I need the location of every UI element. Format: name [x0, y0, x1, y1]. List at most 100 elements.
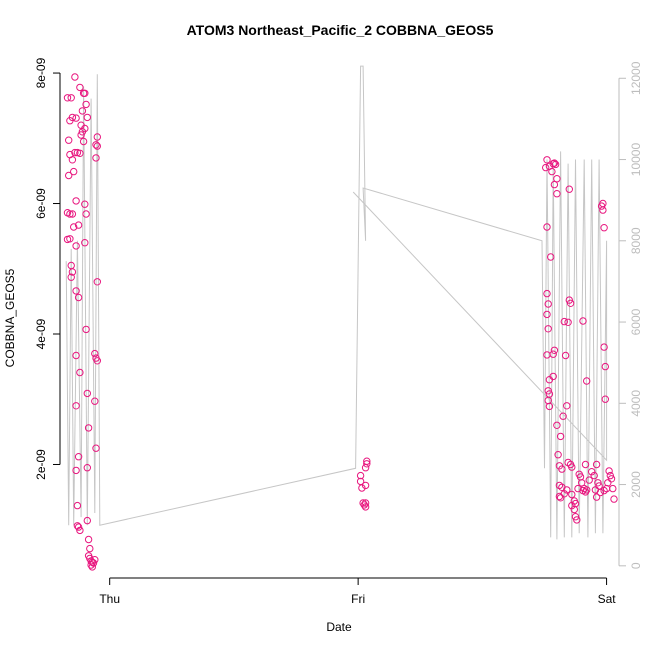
- data-point: [72, 114, 80, 122]
- data-point: [76, 526, 84, 535]
- data-point: [543, 310, 551, 319]
- data-point: [610, 495, 618, 503]
- data-point: [560, 317, 568, 326]
- data-point: [555, 492, 564, 501]
- right-y-axis: 0 2000 4000 6000 8000 10000 12000: [618, 61, 643, 569]
- data-point: [561, 351, 570, 360]
- data-point: [68, 268, 77, 276]
- data-point: [363, 460, 371, 468]
- data-point: [553, 190, 561, 198]
- data-point: [68, 113, 77, 122]
- data-point: [83, 516, 92, 525]
- data-point: [563, 486, 571, 494]
- left-tick-label: 6e-09: [34, 188, 48, 219]
- data-point: [86, 544, 94, 553]
- left-y-axis: 2e-09 4e-09 6e-09 8e-09: [34, 57, 61, 480]
- data-point: [81, 89, 89, 98]
- data-point: [360, 501, 368, 509]
- data-point: [588, 468, 596, 476]
- data-point: [65, 171, 73, 180]
- right-tick-label: 10000: [629, 143, 643, 177]
- data-point: [71, 73, 79, 81]
- data-point: [581, 488, 590, 496]
- right-tick-label: 6000: [629, 308, 643, 335]
- data-point: [93, 278, 102, 286]
- data-point: [78, 128, 87, 136]
- data-point: [565, 296, 573, 304]
- data-point: [570, 505, 578, 514]
- data-point: [566, 299, 575, 307]
- data-point: [65, 136, 73, 144]
- left-tick-label: 8e-09: [34, 57, 48, 88]
- data-point: [84, 535, 93, 544]
- data-point: [78, 107, 87, 115]
- data-point: [361, 499, 370, 507]
- data-point: [590, 471, 598, 480]
- left-tick-label: 4e-09: [34, 318, 48, 349]
- data-point: [606, 471, 614, 480]
- data-point: [545, 402, 554, 411]
- data-point: [543, 223, 551, 231]
- data-point: [550, 346, 559, 354]
- data-point: [66, 210, 74, 218]
- data-point: [67, 273, 75, 281]
- data-point: [83, 464, 92, 472]
- data-point: [600, 343, 608, 351]
- data-point: [596, 488, 605, 497]
- data-point: [79, 137, 88, 146]
- data-point: [82, 100, 90, 109]
- data-point: [547, 253, 555, 261]
- data-point: [556, 432, 565, 441]
- right-tick-label: 0: [629, 562, 643, 569]
- data-point: [543, 289, 551, 298]
- right-tick-label: 12000: [629, 61, 643, 95]
- data-point: [82, 325, 90, 334]
- right-tick-label: 2000: [629, 471, 643, 498]
- data-point: [359, 499, 367, 507]
- data-point: [84, 424, 93, 432]
- data-point: [70, 167, 78, 176]
- data-point: [600, 486, 608, 495]
- data-point: [83, 389, 92, 398]
- data-point: [89, 559, 98, 567]
- data-point: [544, 325, 552, 333]
- data-point: [564, 318, 572, 326]
- data-point: [72, 242, 80, 250]
- right-tick-label: 8000: [629, 227, 643, 254]
- data-point: [564, 458, 572, 467]
- data-point: [601, 362, 609, 371]
- data-point: [91, 349, 99, 358]
- data-point: [559, 412, 567, 420]
- x-tick-label: Thu: [99, 592, 120, 606]
- data-point: [88, 563, 97, 571]
- data-point: [585, 476, 593, 484]
- data-point: [558, 465, 566, 473]
- data-point: [551, 160, 560, 169]
- data-point: [604, 479, 612, 487]
- data-point: [72, 402, 80, 410]
- data-point: [544, 387, 552, 395]
- data-point: [549, 372, 557, 381]
- data-point: [609, 484, 617, 493]
- data-point: [543, 156, 551, 164]
- data-point: [579, 317, 587, 325]
- data-point: [82, 210, 90, 218]
- data-point: [592, 493, 601, 501]
- data-point: [548, 167, 556, 176]
- altitude-line: [65, 65, 608, 540]
- data-point: [605, 467, 613, 475]
- data-point: [544, 300, 552, 308]
- data-point: [66, 235, 74, 243]
- data-point: [592, 460, 601, 469]
- y-axis-label: COBBNA_GEOS5: [3, 268, 17, 367]
- chart-title: ATOM3 Northeast_Pacific_2 COBBNA_GEOS5: [187, 22, 494, 38]
- data-point: [568, 463, 576, 471]
- data-point: [601, 395, 609, 403]
- data-point: [74, 453, 83, 461]
- data-point: [550, 180, 559, 189]
- data-point: [76, 368, 84, 377]
- scatter-points-series: [63, 73, 618, 571]
- data-point: [72, 351, 80, 360]
- data-point: [93, 357, 102, 365]
- data-point: [63, 94, 72, 102]
